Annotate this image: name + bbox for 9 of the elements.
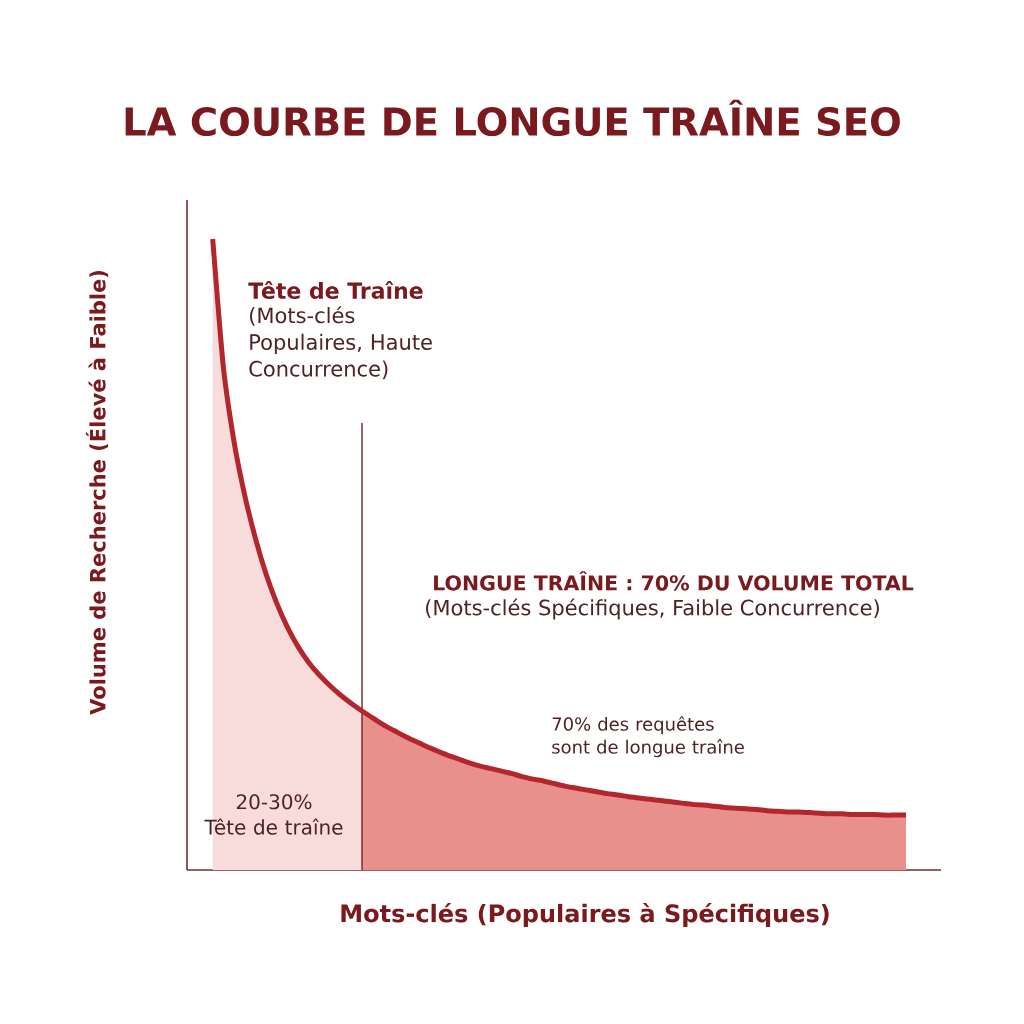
annotation: LONGUE TRAÎNE : 70% DU VOLUME TOTAL	[434, 571, 914, 591]
annotation: Tête de Traîne	[248, 281, 423, 299]
annotation: 70% des requêtes sont de longue traîne	[552, 716, 744, 758]
annotation: 20-30% Tête de traîne	[204, 794, 343, 835]
y-axis-title: Volume de Recherche (Élevé à Faible)	[85, 270, 109, 715]
annotation: (Mots-clés Populaires, Haute Concurrence)	[249, 306, 432, 380]
annotation: (Mots-clés Spécifiques, Faible Concurrence)	[426, 598, 879, 620]
x-axis-title: Mots-clés (Populaires à Spécifiques)	[341, 902, 829, 928]
chart-title: LA COURBE DE LONGUE TRAÎNE SEO	[125, 99, 900, 137]
